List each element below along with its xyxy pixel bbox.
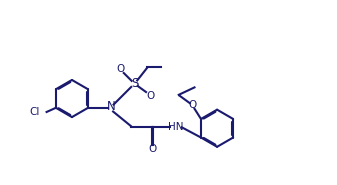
Text: N: N (107, 100, 116, 113)
Text: O: O (148, 144, 156, 154)
Text: O: O (116, 64, 125, 74)
Text: O: O (146, 91, 154, 101)
Text: HN: HN (168, 122, 184, 132)
Text: S: S (131, 77, 138, 90)
Text: O: O (188, 100, 197, 110)
Text: Cl: Cl (30, 107, 40, 117)
